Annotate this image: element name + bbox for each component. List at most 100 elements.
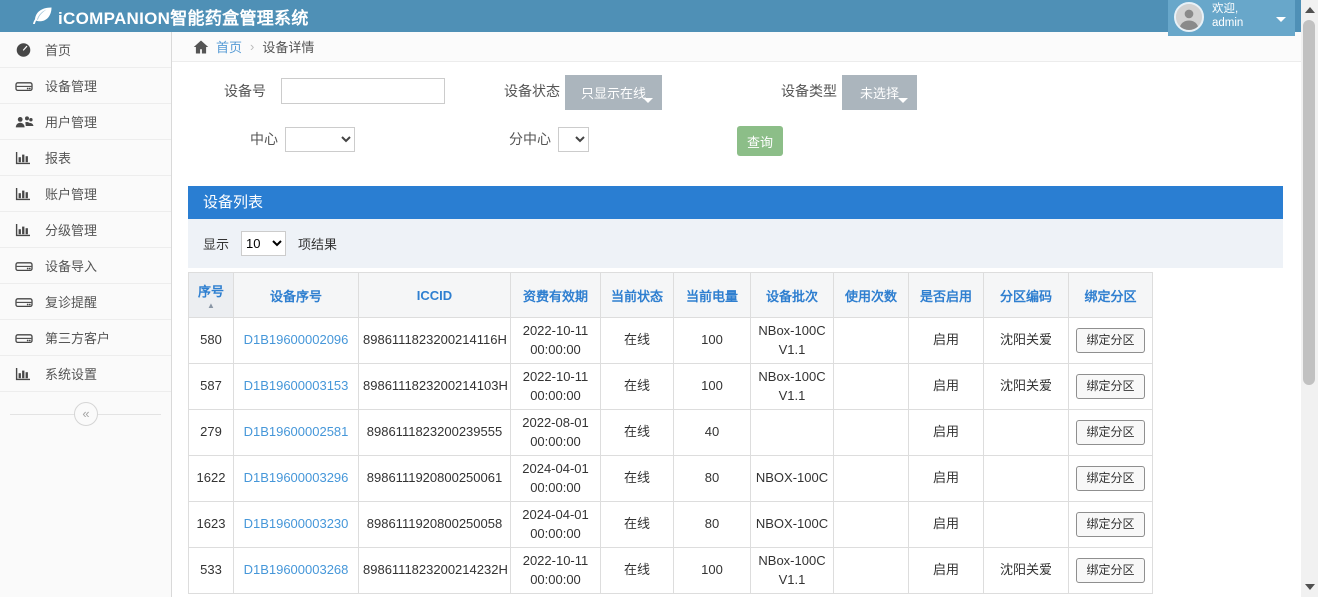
column-header-partition[interactable]: 分区编码 bbox=[983, 272, 1069, 318]
column-header-enabled[interactable]: 是否启用 bbox=[908, 272, 984, 318]
battery-cell: 100 bbox=[673, 363, 751, 410]
sidebar-item-reports[interactable]: 报表 bbox=[0, 140, 171, 176]
expiry-cell: 2024-04-01 00:00:00 bbox=[510, 455, 601, 502]
action-cell: 绑定分区 bbox=[1068, 317, 1153, 364]
sort-asc-icon: ▲ bbox=[207, 301, 215, 310]
partition-cell bbox=[983, 455, 1069, 502]
device-status-dropdown[interactable]: 只显示在线 bbox=[565, 75, 662, 110]
caret-down-icon bbox=[898, 98, 908, 103]
sidebar-item-label: 报表 bbox=[45, 151, 72, 166]
partition-cell: 沈阳关爱 bbox=[983, 317, 1069, 364]
chart-icon bbox=[15, 187, 37, 201]
seq-cell: 1622 bbox=[188, 455, 234, 502]
iccid-cell: 8986111823200239555 bbox=[358, 409, 511, 456]
expiry-cell: 2024-04-01 00:00:00 bbox=[510, 501, 601, 548]
bind-partition-button[interactable]: 绑定分区 bbox=[1076, 511, 1145, 538]
usage-cell bbox=[833, 547, 909, 594]
seq-cell: 1623 bbox=[188, 501, 234, 548]
scroll-down-arrow-icon[interactable] bbox=[1305, 584, 1315, 590]
sidebar-item-account-management[interactable]: 账户管理 bbox=[0, 176, 171, 212]
bind-partition-button[interactable]: 绑定分区 bbox=[1076, 327, 1145, 354]
table-row: 580 D1B19600002096 8986111823200214116H 202… bbox=[188, 317, 1153, 364]
device-no-label: 设备号 bbox=[224, 83, 266, 99]
iccid-cell: 8986111823200214116H bbox=[358, 317, 511, 364]
sidebar-collapse-row: « bbox=[0, 398, 171, 432]
sidebar-item-device-import[interactable]: 设备导入 bbox=[0, 248, 171, 284]
device-serial-link[interactable]: D1B19600003230 bbox=[243, 516, 349, 532]
usage-cell bbox=[833, 363, 909, 410]
device-no-input[interactable] bbox=[281, 78, 445, 104]
column-header-iccid[interactable]: ICCID bbox=[358, 272, 511, 318]
usage-cell bbox=[833, 501, 909, 548]
iccid-cell: 8986111823200214103H bbox=[358, 363, 511, 410]
bind-partition-button[interactable]: 绑定分区 bbox=[1076, 373, 1145, 400]
device-type-dropdown[interactable]: 未选择 bbox=[842, 75, 917, 110]
column-header-serial[interactable]: 设备序号 bbox=[233, 272, 359, 318]
battery-cell: 100 bbox=[673, 317, 751, 364]
table-row: 279 D1B19600002581 8986111823200239555 2022… bbox=[188, 409, 1153, 456]
breadcrumb-home-link[interactable]: 首页 bbox=[216, 40, 243, 55]
partition-cell bbox=[983, 409, 1069, 456]
device-serial-link[interactable]: D1B19600002096 bbox=[243, 332, 349, 348]
device-serial-link[interactable]: D1B19600003296 bbox=[243, 470, 349, 486]
battery-cell: 80 bbox=[673, 501, 751, 548]
batch-cell bbox=[750, 409, 834, 456]
sidebar-item-label: 设备管理 bbox=[45, 79, 98, 94]
column-header-bind[interactable]: 绑定分区 bbox=[1068, 272, 1153, 318]
sidebar-item-device-management[interactable]: 设备管理 bbox=[0, 68, 171, 104]
column-header-expiry[interactable]: 资费有效期 bbox=[510, 272, 601, 318]
enabled-cell: 启用 bbox=[908, 317, 984, 364]
column-header-seq[interactable]: 序号 ▲ bbox=[188, 272, 234, 318]
column-header-batch[interactable]: 设备批次 bbox=[750, 272, 834, 318]
batch-cell: NBox-100C V1.1 bbox=[750, 317, 834, 364]
sidebar-item-followup-reminder[interactable]: 复诊提醒 bbox=[0, 284, 171, 320]
column-header-status[interactable]: 当前状态 bbox=[600, 272, 674, 318]
device-serial-link[interactable]: D1B19600002581 bbox=[243, 424, 349, 440]
device-serial-link[interactable]: D1B19600003268 bbox=[243, 562, 349, 578]
table-row: 587 D1B19600003153 8986111823200214103H 202… bbox=[188, 363, 1153, 410]
scrollbar-thumb[interactable] bbox=[1303, 20, 1315, 385]
scroll-up-arrow-icon[interactable] bbox=[1305, 7, 1315, 13]
batch-cell: NBox-100C V1.1 bbox=[750, 547, 834, 594]
home-icon bbox=[193, 40, 209, 54]
expiry-cell: 2022-08-01 00:00:00 bbox=[510, 409, 601, 456]
serial-cell: D1B19600003296 bbox=[233, 455, 359, 502]
username: admin bbox=[1212, 17, 1244, 29]
bind-partition-button[interactable]: 绑定分区 bbox=[1076, 419, 1145, 446]
bind-partition-button[interactable]: 绑定分区 bbox=[1076, 557, 1145, 584]
user-menu[interactable]: 欢迎, admin bbox=[1168, 0, 1295, 36]
sidebar-item-level-management[interactable]: 分级管理 bbox=[0, 212, 171, 248]
chart-icon bbox=[15, 223, 37, 237]
status-cell: 在线 bbox=[600, 409, 674, 456]
column-header-battery[interactable]: 当前电量 bbox=[673, 272, 751, 318]
batch-cell: NBOX-100C bbox=[750, 455, 834, 502]
serial-cell: D1B19600002581 bbox=[233, 409, 359, 456]
expiry-cell: 2022-10-11 00:00:00 bbox=[510, 317, 601, 364]
bind-partition-button[interactable]: 绑定分区 bbox=[1076, 465, 1145, 492]
status-cell: 在线 bbox=[600, 501, 674, 548]
device-serial-link[interactable]: D1B19600003153 bbox=[243, 378, 349, 394]
sidebar-item-user-management[interactable]: 用户管理 bbox=[0, 104, 171, 140]
batch-cell: NBOX-100C bbox=[750, 501, 834, 548]
avatar[interactable] bbox=[1174, 2, 1204, 32]
sidebar-item-home[interactable]: 首页 bbox=[0, 32, 171, 68]
sidebar-item-label: 分级管理 bbox=[45, 223, 98, 238]
usage-cell bbox=[833, 317, 909, 364]
vertical-scrollbar[interactable] bbox=[1301, 0, 1318, 597]
hdd-icon bbox=[15, 79, 37, 93]
page-size-select[interactable]: 10 bbox=[241, 231, 287, 256]
center-select[interactable] bbox=[285, 127, 355, 152]
subcenter-select[interactable] bbox=[558, 127, 589, 152]
main-area: 首页 › 设备详情 设备号 设备状态 只显示在线 设备类型 未选择 中心 分中心… bbox=[172, 32, 1301, 597]
search-button[interactable]: 查询 bbox=[737, 126, 783, 156]
column-header-usage[interactable]: 使用次数 bbox=[833, 272, 909, 318]
sidebar-item-third-party-client[interactable]: 第三方客户 bbox=[0, 320, 171, 356]
action-cell: 绑定分区 bbox=[1068, 455, 1153, 502]
sidebar-item-label: 系统设置 bbox=[45, 367, 98, 382]
seq-cell: 580 bbox=[188, 317, 234, 364]
sidebar-item-system-settings[interactable]: 系统设置 bbox=[0, 356, 171, 392]
sidebar-collapse-button[interactable]: « bbox=[74, 402, 98, 426]
hdd-icon bbox=[15, 259, 37, 273]
top-header-bar: iCOMPANION智能药盒管理系统 欢迎, admin bbox=[0, 0, 1301, 36]
status-cell: 在线 bbox=[600, 363, 674, 410]
